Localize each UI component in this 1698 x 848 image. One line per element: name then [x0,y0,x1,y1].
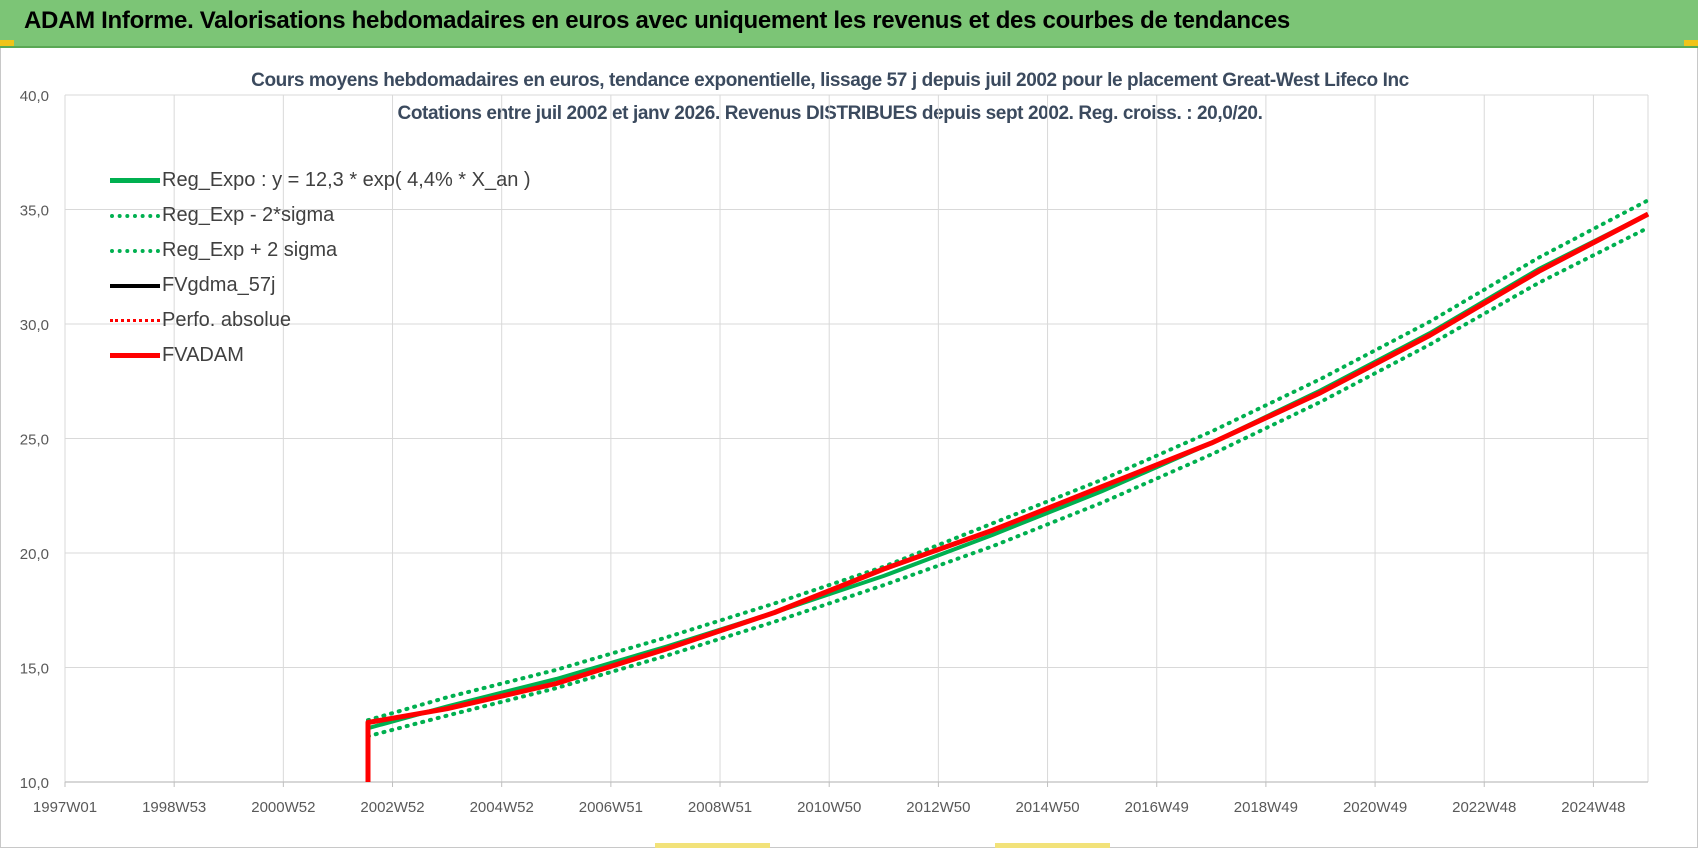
y-axis-ticks: 10,0 15,0 20,0 25,0 30,0 35,0 40,0 [20,88,49,792]
sheet-tab-marker [655,843,770,848]
legend-swatch [110,178,160,183]
corner-marker-right [1684,40,1698,46]
chart-grid [64,94,1649,787]
chart-title-line2: Cotations entre juil 2002 et janv 2026. … [397,103,1263,124]
series-line-1 [366,225,1650,739]
x-tick-label: 2018W49 [1234,799,1298,816]
legend-swatch [110,353,160,358]
legend-swatch [110,283,160,288]
corner-marker-left [0,40,14,46]
y-tick-label: 20,0 [20,546,49,563]
legend-item-reg-expo: Reg_Expo : y = 12,3 * exp( 4,4% * X_an ) [110,163,531,198]
x-axis-ticks: 1997W01 1998W53 2000W52 2002W52 2004W52 2006W… [33,799,1626,816]
x-tick-label: 1997W01 [33,799,97,816]
x-tick-label: 2020W49 [1343,799,1407,816]
series-line-3 [367,212,1649,725]
series-line-5 [365,211,1650,782]
legend-item-reg-exp-plus: Reg_Exp + 2 sigma [110,233,531,268]
x-tick-label: 2012W50 [906,799,970,816]
y-tick-label: 30,0 [20,317,49,334]
chart-series [365,198,1650,782]
x-tick-label: 1998W53 [142,799,206,816]
legend-item-reg-exp-minus: Reg_Exp - 2*sigma [110,198,531,233]
legend-label: Reg_Exp + 2 sigma [162,239,338,261]
x-tick-label: 2010W50 [797,799,861,816]
series-line-2 [366,198,1650,723]
header-bar: ADAM Informe. Valorisations hebdomadaire… [0,0,1698,48]
x-tick-label: 2002W52 [360,799,424,816]
y-tick-label: 25,0 [20,432,49,449]
x-tick-label: 2022W48 [1452,799,1516,816]
legend-label: FVgdma_57j [162,274,276,296]
series-line-4 [367,213,1649,724]
x-tick-label: 2000W52 [251,799,315,816]
legend-item-fvadam: FVADAM [110,338,531,373]
chart-legend: Reg_Expo : y = 12,3 * exp( 4,4% * X_an )… [110,163,531,373]
legend-label: FVADAM [162,344,244,366]
page-title: ADAM Informe. Valorisations hebdomadaire… [24,7,1290,34]
y-tick-label: 40,0 [20,88,49,105]
x-tick-label: 2006W51 [579,799,643,816]
sheet-tab-marker [995,843,1110,848]
x-tick-label: 2014W50 [1015,799,1079,816]
legend-swatch [110,319,160,322]
y-tick-label: 15,0 [20,661,49,678]
y-tick-label: 10,0 [20,775,49,792]
x-tick-label: 2008W51 [688,799,752,816]
legend-label: Perfo. absolue [162,309,291,331]
legend-swatch [110,213,160,218]
legend-item-fvgdma: FVgdma_57j [110,268,531,303]
x-tick-label: 2016W49 [1125,799,1189,816]
chart-title-line1: Cours moyens hebdomadaires en euros, ten… [251,70,1409,91]
legend-label: Reg_Exp - 2*sigma [162,204,335,226]
legend-label: Reg_Expo : y = 12,3 * exp( 4,4% * X_an ) [162,169,531,191]
x-tick-label: 2024W48 [1561,799,1625,816]
x-tick-label: 2004W52 [470,799,534,816]
legend-item-perfo-absolue: Perfo. absolue [110,303,531,338]
legend-swatch [110,248,160,253]
y-tick-label: 35,0 [20,203,49,220]
series-line-0 [367,212,1649,731]
